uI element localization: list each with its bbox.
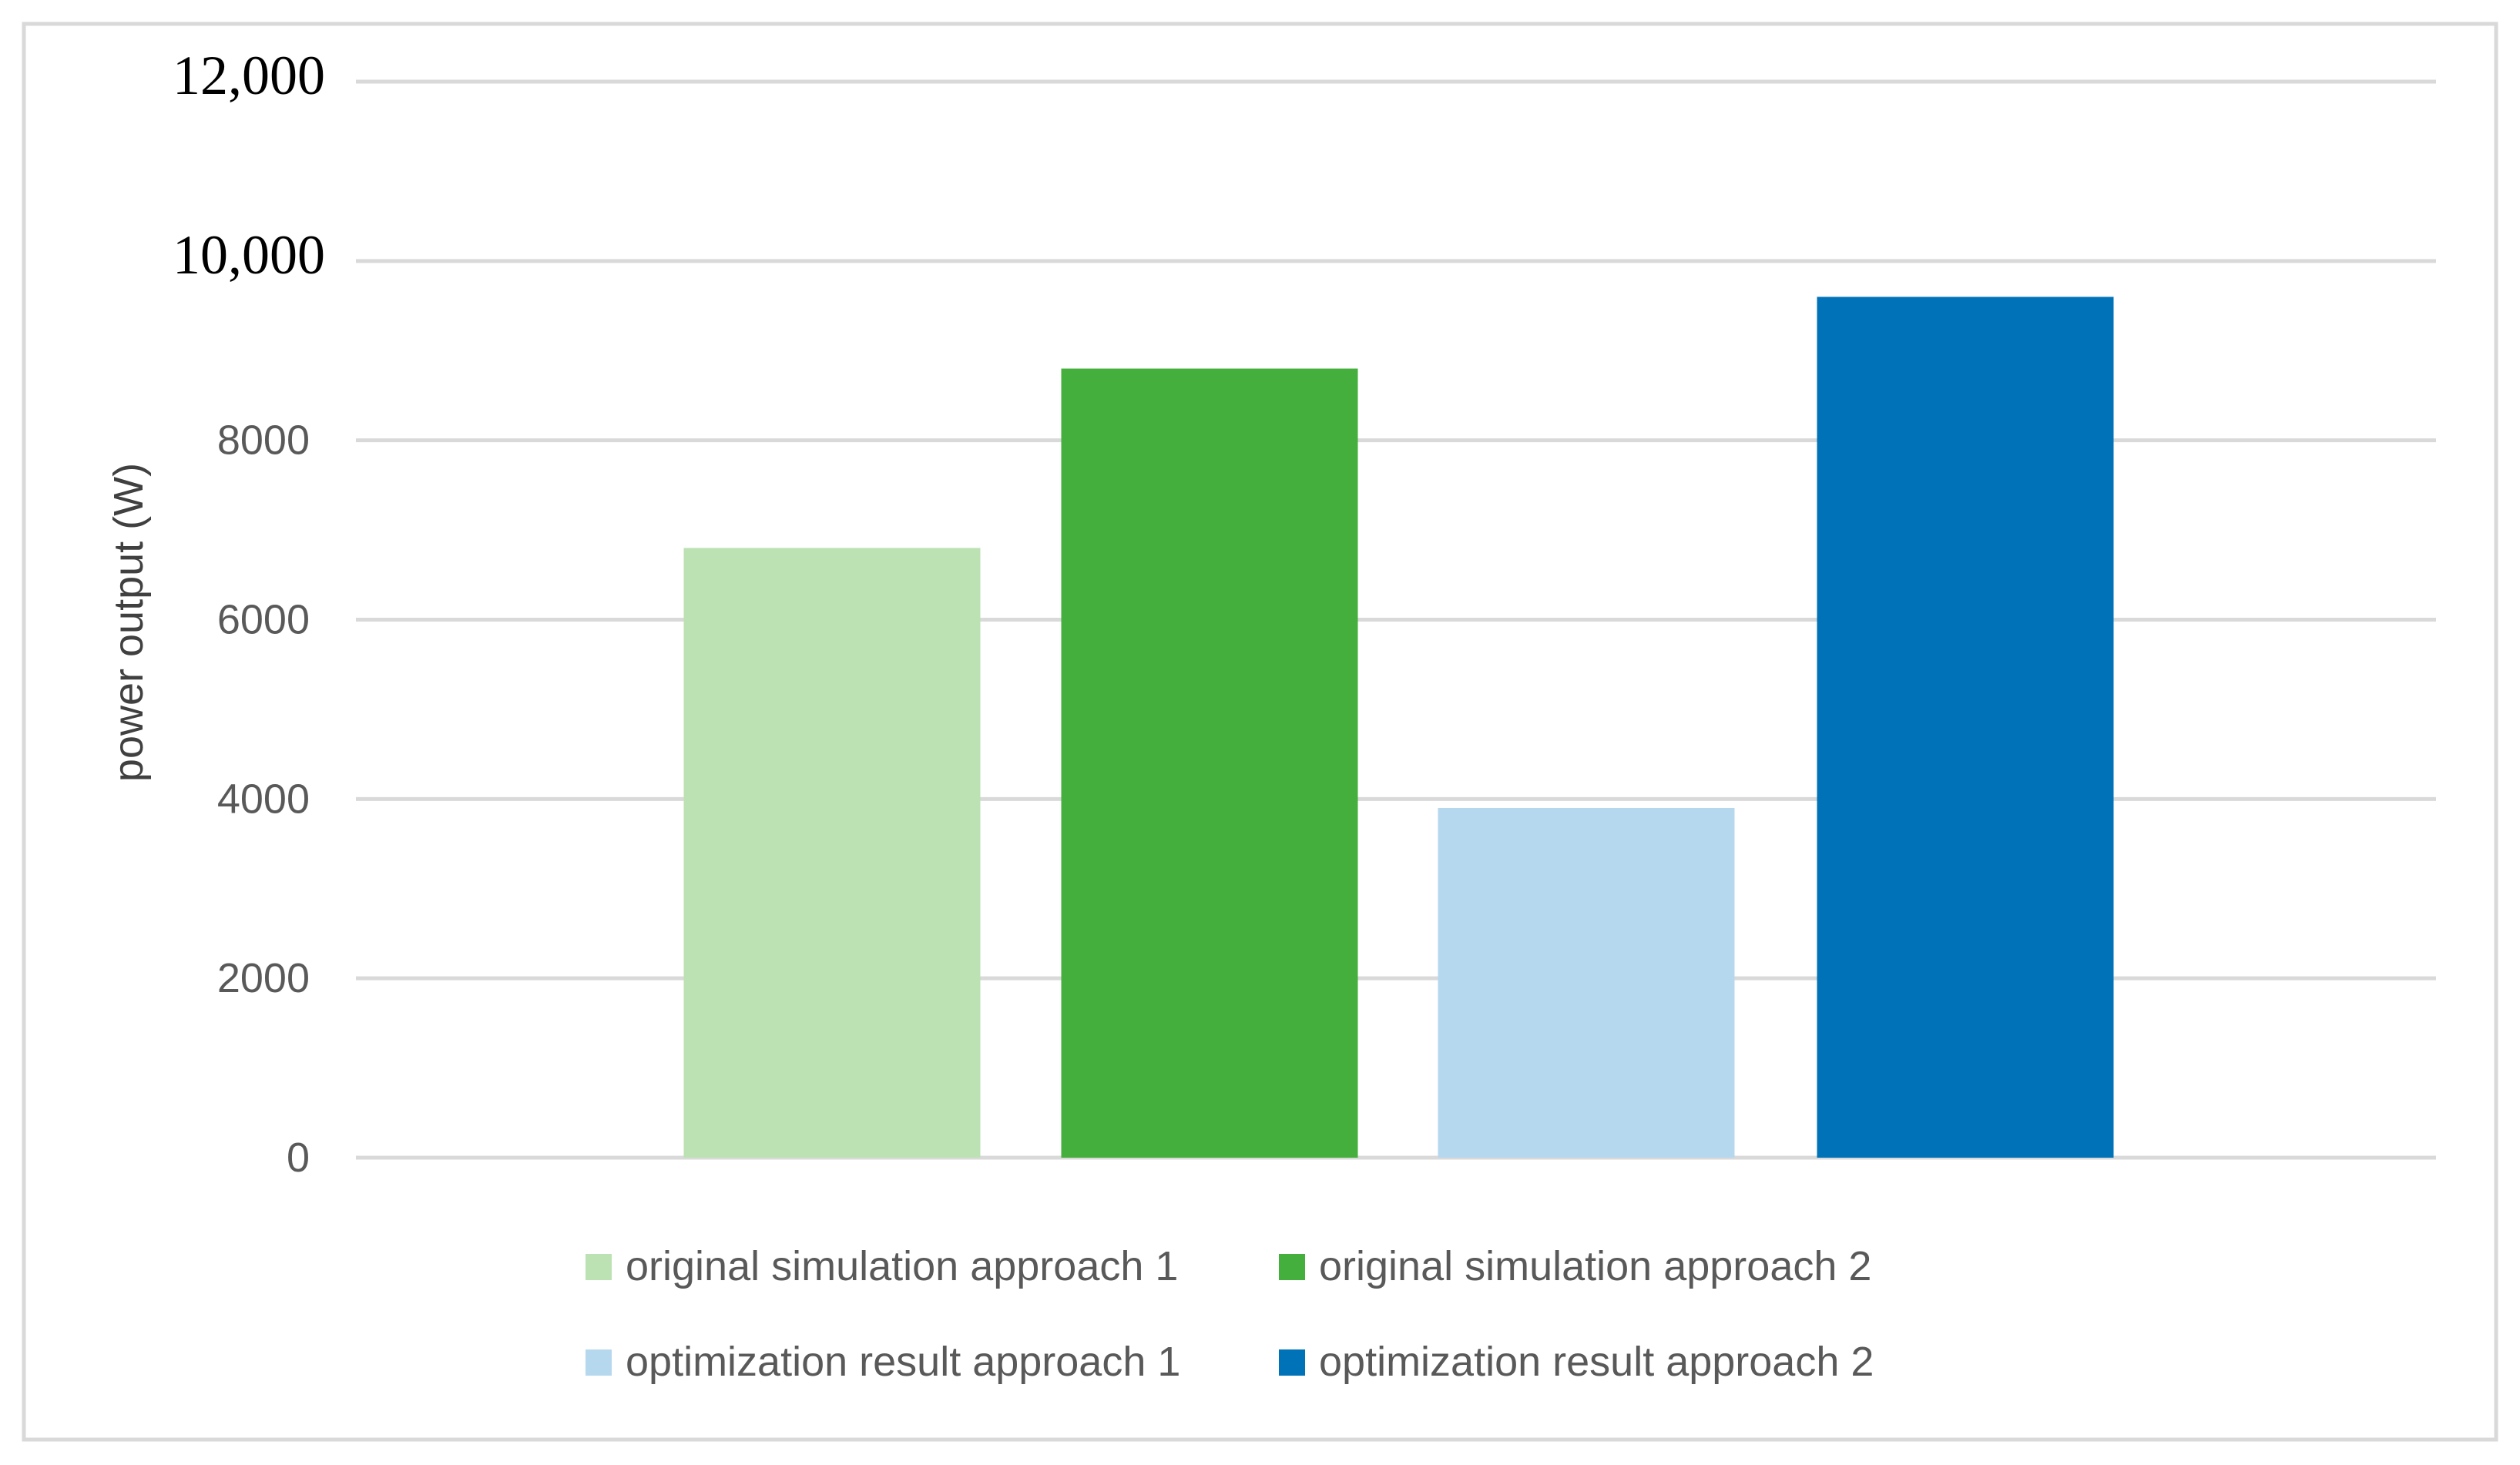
y-tick-label: 12,000 — [173, 45, 325, 106]
y-tick-label: 4000 — [217, 776, 310, 822]
bar-optimization-result-approach-1 — [1438, 807, 1735, 1158]
legend-label: optimization result approach 1 — [626, 1339, 1180, 1385]
y-tick-label: 6000 — [217, 597, 310, 643]
bar-optimization-result-approach-2 — [1817, 297, 2114, 1158]
legend-label: optimization result approach 2 — [1319, 1339, 1874, 1385]
legend: original simulation approach 1 original s… — [586, 1243, 1874, 1385]
y-tick-label: 8000 — [217, 417, 310, 464]
bar-original-simulation-approach-1 — [683, 548, 981, 1158]
legend-swatch — [1279, 1254, 1305, 1280]
y-tick-label: 10,000 — [173, 224, 325, 286]
bar-original-simulation-approach-2 — [1061, 368, 1358, 1158]
legend-label: original simulation approach 2 — [1319, 1243, 1871, 1289]
legend-swatch — [1279, 1349, 1305, 1376]
bars — [683, 297, 2114, 1158]
y-axis-label: power output (W) — [106, 463, 152, 782]
legend-swatch — [586, 1349, 612, 1376]
y-axis-ticks: 0 2000 4000 6000 8000 10,000 12,000 — [173, 45, 325, 1181]
legend-label: original simulation approach 1 — [626, 1243, 1178, 1289]
y-tick-label: 2000 — [217, 955, 310, 1001]
legend-swatch — [586, 1254, 612, 1280]
y-tick-label: 0 — [287, 1135, 310, 1181]
